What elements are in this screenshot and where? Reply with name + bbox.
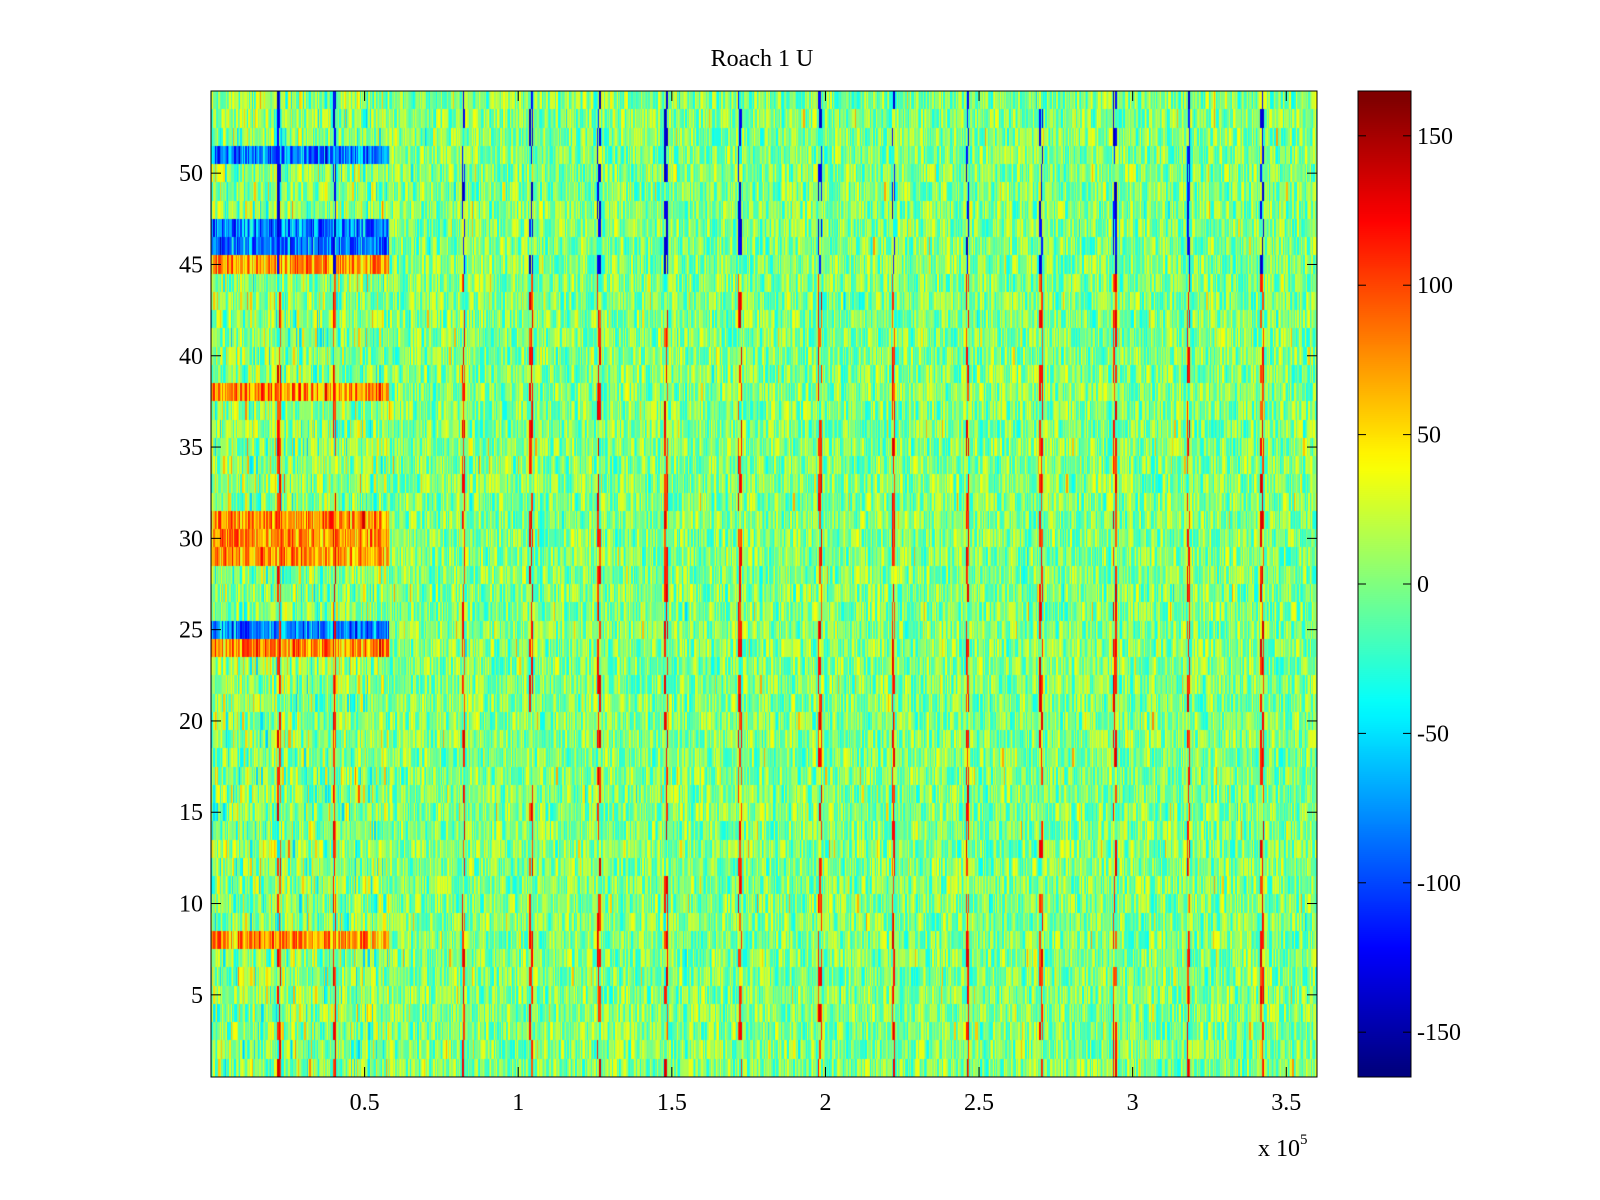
x-tick-label: 1.5 [657,1090,687,1116]
heatmap-cells [211,91,1317,1077]
x-tick-label: 3.5 [1271,1090,1301,1116]
colorbar-ticks: 150 100 50 0 -50 -100 -150 [1358,124,1461,1046]
x-tick-label: 1 [512,1090,524,1116]
x-tick-label: 2 [819,1090,831,1116]
colorbar-tick-label: -150 [1417,1020,1461,1046]
colorbar-tick-label: -100 [1417,871,1461,897]
chart-title: Roach 1 U [711,46,814,72]
colorbar-tick-label: 0 [1417,572,1429,598]
y-tick-label: 25 [179,618,203,644]
colorbar-tick-label: 50 [1417,423,1441,449]
y-tick-label: 50 [179,161,203,187]
y-tick-label: 45 [179,252,203,278]
x-exponent-label: x 105 [1258,1132,1308,1162]
x-tick-label: 0.5 [350,1090,380,1116]
colorbar-tick-label: 100 [1417,273,1453,299]
plot-frame [210,90,1318,1078]
x-tick-label: 2.5 [964,1090,994,1116]
y-tick-label: 35 [179,435,203,461]
x-tick-label: 3 [1127,1090,1139,1116]
x-axis: 0.5 1 1.5 2 2.5 3 3.5 [350,91,1301,1116]
colorbar: 150 100 50 0 -50 -100 -150 [1357,90,1461,1078]
colorbar-tick-label: 150 [1417,124,1453,150]
y-tick-label: 20 [179,709,203,735]
y-tick-label: 5 [191,983,203,1009]
colorbar-gradient [1358,91,1411,1077]
y-tick-label: 15 [179,800,203,826]
y-tick-label: 40 [179,344,203,370]
y-tick-label: 30 [179,526,203,552]
colorbar-tick-label: -50 [1417,721,1449,747]
plot-area [210,90,1318,1078]
y-axis: 5 10 15 20 25 30 35 40 45 50 [179,161,1317,1009]
y-tick-label: 10 [179,892,203,918]
